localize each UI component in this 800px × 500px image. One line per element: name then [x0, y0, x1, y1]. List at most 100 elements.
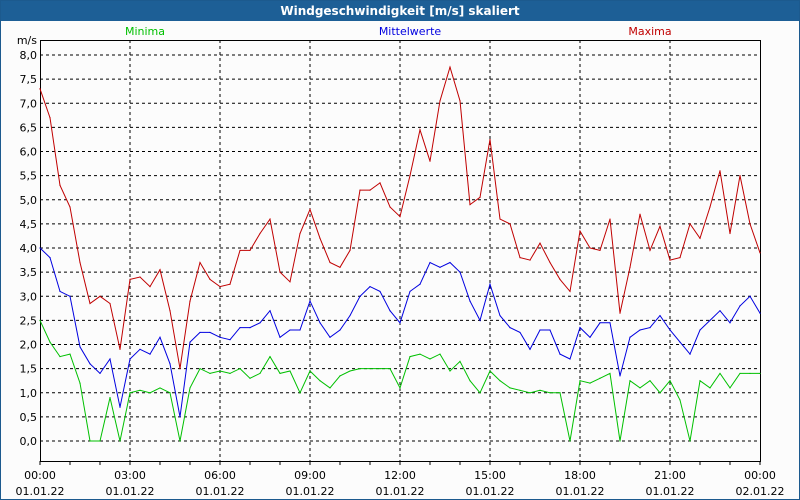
y-tick-label: 7,5	[20, 73, 38, 86]
data-point-minima	[249, 377, 251, 379]
y-tick-label: 5,0	[20, 194, 38, 207]
data-point-maxima	[109, 302, 111, 305]
data-point-minima	[89, 440, 91, 442]
y-tick-label: 0,5	[20, 411, 38, 424]
data-point-mittelwerte	[749, 295, 751, 297]
data-point-maxima	[139, 276, 141, 278]
data-point-minima	[369, 368, 371, 370]
data-point-minima	[429, 358, 431, 360]
data-point-mittelwerte	[579, 327, 581, 329]
data-point-minima	[99, 440, 101, 442]
data-point-maxima	[249, 249, 251, 252]
data-point-mittelwerte	[649, 327, 651, 329]
x-tick-time: 09:00	[294, 469, 326, 482]
x-tick-date: 01.01.22	[376, 485, 425, 498]
data-point-minima	[449, 370, 451, 372]
y-axis-unit: m/s	[17, 34, 37, 47]
x-tick-date: 01.01.22	[646, 485, 695, 498]
x-tick-time: 00:00	[24, 469, 56, 482]
data-point-maxima	[539, 242, 541, 244]
data-point-minima	[199, 368, 201, 370]
data-point-maxima	[69, 206, 71, 208]
data-point-mittelwerte	[269, 310, 271, 312]
data-point-maxima	[729, 232, 731, 235]
data-point-mittelwerte	[429, 261, 431, 264]
data-point-maxima	[589, 247, 591, 249]
data-point-mittelwerte	[499, 314, 501, 317]
data-point-maxima	[529, 259, 531, 261]
data-point-mittelwerte	[589, 336, 591, 338]
x-tick-time: 03:00	[114, 469, 146, 482]
data-point-maxima	[719, 170, 721, 172]
data-point-mittelwerte	[159, 336, 161, 338]
data-point-maxima	[279, 271, 281, 273]
data-point-mittelwerte	[209, 331, 211, 334]
data-point-mittelwerte	[239, 327, 241, 329]
data-point-mittelwerte	[149, 353, 151, 355]
data-point-mittelwerte	[469, 300, 471, 302]
data-point-mittelwerte	[289, 329, 291, 331]
data-point-maxima	[119, 348, 121, 350]
data-point-mittelwerte	[89, 363, 91, 365]
x-tick-time: 21:00	[654, 469, 686, 482]
data-point-minima	[459, 360, 461, 362]
data-point-mittelwerte	[199, 331, 201, 334]
series-line-mittelwerte	[39, 247, 761, 417]
y-tick-label: 4,0	[20, 242, 38, 255]
data-point-mittelwerte	[229, 339, 231, 341]
data-point-minima	[169, 392, 171, 394]
data-point-minima	[109, 396, 111, 399]
y-tick-label: 1,0	[20, 387, 38, 400]
data-point-mittelwerte	[599, 322, 601, 324]
data-point-mittelwerte	[549, 329, 551, 331]
data-point-mittelwerte	[379, 290, 381, 293]
data-point-minima	[69, 353, 71, 355]
data-point-minima	[629, 380, 631, 382]
data-point-mittelwerte	[299, 329, 301, 331]
data-point-mittelwerte	[39, 247, 41, 249]
data-point-mittelwerte	[439, 266, 441, 268]
y-tick-label: 2,5	[20, 314, 38, 327]
data-point-maxima	[519, 257, 521, 259]
data-point-minima	[679, 399, 681, 401]
data-point-mittelwerte	[129, 358, 131, 360]
data-point-mittelwerte	[709, 319, 711, 321]
data-point-minima	[159, 387, 161, 389]
chart-title: Windgeschwindigkeit [m/s] skaliert	[1, 1, 799, 21]
data-point-mittelwerte	[79, 346, 81, 348]
data-point-minima	[689, 440, 691, 442]
legend: Minima Mittelwerte Maxima	[125, 25, 672, 38]
data-point-minima	[79, 382, 81, 384]
data-point-minima	[439, 353, 441, 355]
data-point-minima	[509, 387, 511, 389]
data-point-minima	[699, 380, 701, 382]
data-point-minima	[739, 372, 741, 375]
y-tick-label: 8,0	[20, 49, 38, 62]
x-tick-date: 02.01.22	[736, 485, 785, 498]
data-point-minima	[239, 368, 241, 370]
data-point-mittelwerte	[729, 322, 731, 324]
data-point-maxima	[649, 249, 651, 252]
data-point-mittelwerte	[529, 348, 531, 350]
data-point-maxima	[549, 261, 551, 264]
data-point-mittelwerte	[389, 310, 391, 312]
data-point-mittelwerte	[699, 329, 701, 331]
data-point-maxima	[269, 218, 271, 220]
data-point-minima	[659, 392, 661, 394]
data-point-maxima	[129, 278, 131, 280]
x-tick-time: 06:00	[204, 469, 236, 482]
data-point-maxima	[199, 261, 201, 264]
data-point-minima	[179, 440, 181, 442]
data-point-maxima	[99, 295, 101, 297]
data-point-minima	[129, 392, 131, 394]
data-point-minima	[719, 372, 721, 375]
data-point-minima	[609, 372, 611, 375]
x-tick-date: 01.01.22	[466, 485, 515, 498]
data-point-maxima	[59, 184, 61, 186]
data-point-maxima	[739, 175, 741, 177]
data-point-mittelwerte	[249, 327, 251, 329]
data-point-maxima	[439, 100, 441, 102]
data-point-minima	[479, 392, 481, 394]
data-point-mittelwerte	[139, 348, 141, 350]
